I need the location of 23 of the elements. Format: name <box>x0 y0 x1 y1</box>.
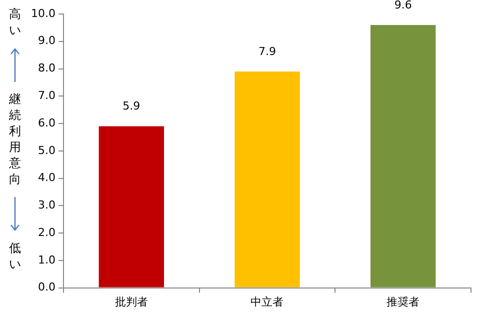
y-tick-label: 1.0 <box>38 253 56 266</box>
y-tick-label: 5.0 <box>38 144 56 157</box>
bar <box>98 126 164 288</box>
y-tick-label: 10.0 <box>30 6 56 20</box>
y-tick-label: 8.0 <box>38 62 56 75</box>
data-label: 7.9 <box>258 44 276 58</box>
data-label: 9.6 <box>394 0 412 12</box>
text: 高い <box>9 6 21 38</box>
y-axis-title: 継続利用意向 <box>9 91 21 187</box>
y-tick-label: 7.0 <box>38 89 56 102</box>
y-tick-label: 3.0 <box>38 198 56 212</box>
y-tick-label: 6.0 <box>38 116 56 130</box>
y-tick-label: 2.0 <box>38 226 56 239</box>
y-tick-label: 9.0 <box>38 34 56 48</box>
x-tick-label: 批判者 <box>114 295 148 308</box>
x-tick-label: 中立者 <box>250 295 284 308</box>
y-tick-label: 4.0 <box>38 171 56 184</box>
bar <box>370 24 436 288</box>
text: 低い <box>9 240 21 272</box>
x-tick-label: 推奨者 <box>386 295 420 308</box>
bar <box>234 72 300 288</box>
data-label: 5.9 <box>122 100 140 113</box>
y-tick-label: 0.0 <box>38 280 56 294</box>
